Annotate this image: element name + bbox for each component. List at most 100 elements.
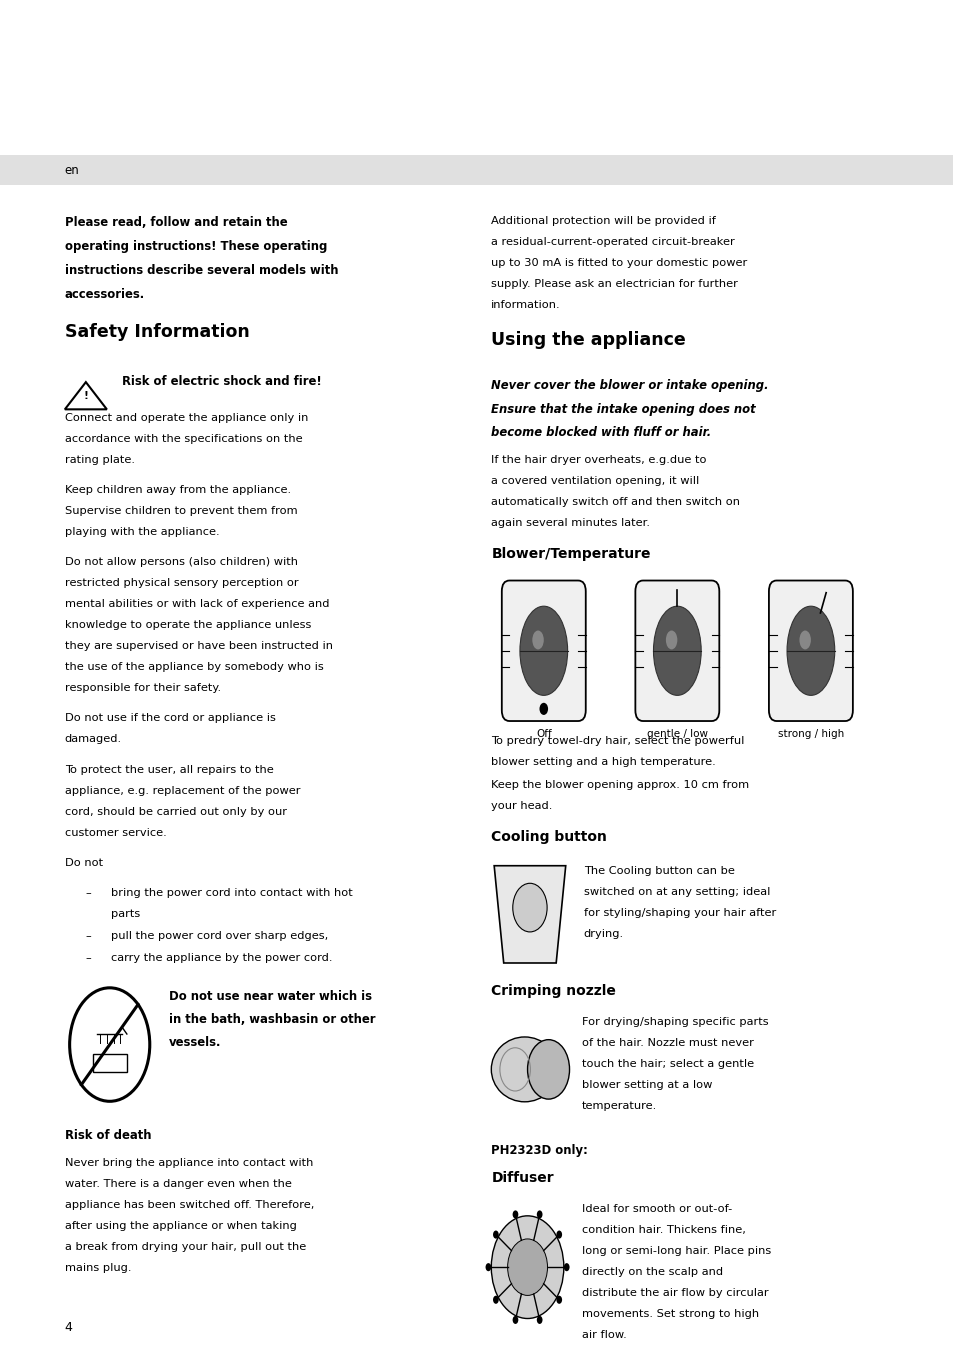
Text: The Cooling button can be: The Cooling button can be bbox=[583, 866, 734, 875]
Text: Crimping nozzle: Crimping nozzle bbox=[491, 984, 616, 998]
Text: Diffuser: Diffuser bbox=[491, 1171, 554, 1185]
Text: instructions describe several models with: instructions describe several models wit… bbox=[65, 265, 338, 277]
Circle shape bbox=[493, 1231, 498, 1239]
Circle shape bbox=[537, 1210, 542, 1219]
Text: temperature.: temperature. bbox=[581, 1101, 657, 1112]
Text: !: ! bbox=[83, 390, 89, 401]
Text: blower setting and a high temperature.: blower setting and a high temperature. bbox=[491, 757, 716, 767]
Text: a break from drying your hair, pull out the: a break from drying your hair, pull out … bbox=[65, 1242, 306, 1251]
Ellipse shape bbox=[491, 1038, 558, 1102]
Text: Keep the blower opening approx. 10 cm from: Keep the blower opening approx. 10 cm fr… bbox=[491, 780, 749, 790]
Text: carry the appliance by the power cord.: carry the appliance by the power cord. bbox=[111, 954, 332, 963]
Circle shape bbox=[485, 1263, 491, 1271]
Text: in the bath, washbasin or other: in the bath, washbasin or other bbox=[169, 1013, 375, 1025]
Text: Do not: Do not bbox=[65, 858, 103, 867]
Text: parts: parts bbox=[111, 909, 140, 919]
Text: Using the appliance: Using the appliance bbox=[491, 331, 685, 350]
Text: For drying/shaping specific parts: For drying/shaping specific parts bbox=[581, 1017, 768, 1028]
Text: 4: 4 bbox=[65, 1321, 72, 1335]
Text: strong / high: strong / high bbox=[777, 730, 843, 739]
Circle shape bbox=[512, 1316, 517, 1324]
Text: automatically switch off and then switch on: automatically switch off and then switch… bbox=[491, 497, 740, 507]
Circle shape bbox=[491, 1216, 563, 1319]
Text: restricted physical sensory perception or: restricted physical sensory perception o… bbox=[65, 578, 298, 589]
Text: Do not use near water which is: Do not use near water which is bbox=[169, 990, 372, 1002]
Ellipse shape bbox=[786, 607, 834, 696]
Circle shape bbox=[556, 1231, 561, 1239]
Text: To predry towel-dry hair, select the powerful: To predry towel-dry hair, select the pow… bbox=[491, 736, 744, 746]
Text: Please read, follow and retain the: Please read, follow and retain the bbox=[65, 216, 287, 230]
Circle shape bbox=[563, 1263, 569, 1271]
Text: Safety Information: Safety Information bbox=[65, 323, 250, 340]
Text: customer service.: customer service. bbox=[65, 828, 167, 838]
Text: knowledge to operate the appliance unless: knowledge to operate the appliance unles… bbox=[65, 620, 311, 631]
Text: appliance has been switched off. Therefore,: appliance has been switched off. Therefo… bbox=[65, 1200, 314, 1209]
Text: after using the appliance or when taking: after using the appliance or when taking bbox=[65, 1221, 296, 1231]
Text: If the hair dryer overheats, e.g.due to: If the hair dryer overheats, e.g.due to bbox=[491, 455, 706, 465]
Text: cord, should be carried out only by our: cord, should be carried out only by our bbox=[65, 807, 287, 817]
Text: again several minutes later.: again several minutes later. bbox=[491, 517, 650, 528]
Bar bbox=[0, 155, 953, 185]
Text: a covered ventilation opening, it will: a covered ventilation opening, it will bbox=[491, 476, 699, 486]
Text: To protect the user, all repairs to the: To protect the user, all repairs to the bbox=[65, 765, 274, 775]
Ellipse shape bbox=[799, 631, 810, 650]
Text: appliance, e.g. replacement of the power: appliance, e.g. replacement of the power bbox=[65, 786, 300, 796]
Text: Do not allow persons (also children) with: Do not allow persons (also children) wit… bbox=[65, 558, 297, 567]
Text: distribute the air flow by circular: distribute the air flow by circular bbox=[581, 1288, 768, 1298]
Circle shape bbox=[507, 1239, 547, 1296]
Text: bring the power cord into contact with hot: bring the power cord into contact with h… bbox=[111, 889, 352, 898]
Text: responsible for their safety.: responsible for their safety. bbox=[65, 684, 221, 693]
Text: Never bring the appliance into contact with: Never bring the appliance into contact w… bbox=[65, 1158, 313, 1167]
FancyBboxPatch shape bbox=[635, 581, 719, 721]
Text: Additional protection will be provided if: Additional protection will be provided i… bbox=[491, 216, 716, 226]
Text: PH2323D only:: PH2323D only: bbox=[491, 1144, 587, 1156]
Text: Connect and operate the appliance only in: Connect and operate the appliance only i… bbox=[65, 413, 308, 423]
Text: Never cover the blower or intake opening.: Never cover the blower or intake opening… bbox=[491, 380, 768, 393]
Text: mental abilities or with lack of experience and: mental abilities or with lack of experie… bbox=[65, 600, 329, 609]
Text: blower setting at a low: blower setting at a low bbox=[581, 1081, 712, 1090]
Text: information.: information. bbox=[491, 300, 560, 309]
Text: accessories.: accessories. bbox=[65, 288, 145, 301]
Polygon shape bbox=[494, 866, 565, 963]
Text: the use of the appliance by somebody who is: the use of the appliance by somebody who… bbox=[65, 662, 323, 673]
Circle shape bbox=[537, 1316, 542, 1324]
Text: Ensure that the intake opening does not: Ensure that the intake opening does not bbox=[491, 403, 755, 416]
FancyBboxPatch shape bbox=[501, 581, 585, 721]
Text: long or semi-long hair. Place pins: long or semi-long hair. Place pins bbox=[581, 1246, 770, 1256]
Text: movements. Set strong to high: movements. Set strong to high bbox=[581, 1309, 759, 1319]
Text: playing with the appliance.: playing with the appliance. bbox=[65, 527, 219, 538]
Text: Risk of death: Risk of death bbox=[65, 1128, 152, 1142]
Text: your head.: your head. bbox=[491, 801, 552, 811]
Ellipse shape bbox=[532, 631, 543, 650]
Text: –: – bbox=[86, 931, 91, 942]
Text: they are supervised or have been instructed in: they are supervised or have been instruc… bbox=[65, 642, 333, 651]
Text: vessels.: vessels. bbox=[169, 1036, 221, 1048]
Text: air flow.: air flow. bbox=[581, 1329, 626, 1340]
FancyBboxPatch shape bbox=[768, 581, 852, 721]
Text: a residual-current-operated circuit-breaker: a residual-current-operated circuit-brea… bbox=[491, 238, 735, 247]
Text: drying.: drying. bbox=[583, 928, 623, 939]
Text: directly on the scalp and: directly on the scalp and bbox=[581, 1267, 722, 1277]
Text: rating plate.: rating plate. bbox=[65, 455, 134, 465]
Text: Risk of electric shock and fire!: Risk of electric shock and fire! bbox=[122, 376, 321, 388]
Text: Off: Off bbox=[536, 730, 551, 739]
Text: accordance with the specifications on the: accordance with the specifications on th… bbox=[65, 434, 302, 444]
Text: of the hair. Nozzle must never: of the hair. Nozzle must never bbox=[581, 1039, 753, 1048]
Text: for styling/shaping your hair after: for styling/shaping your hair after bbox=[583, 908, 776, 917]
Text: –: – bbox=[86, 954, 91, 963]
Circle shape bbox=[512, 884, 546, 932]
Text: Ideal for smooth or out-of-: Ideal for smooth or out-of- bbox=[581, 1204, 731, 1215]
Text: Cooling button: Cooling button bbox=[491, 830, 606, 844]
Text: Blower/Temperature: Blower/Temperature bbox=[491, 547, 650, 561]
Circle shape bbox=[556, 1296, 561, 1304]
Text: en: en bbox=[65, 163, 79, 177]
Text: condition hair. Thickens fine,: condition hair. Thickens fine, bbox=[581, 1225, 745, 1235]
Text: mains plug.: mains plug. bbox=[65, 1263, 132, 1273]
Text: pull the power cord over sharp edges,: pull the power cord over sharp edges, bbox=[111, 931, 328, 942]
Text: damaged.: damaged. bbox=[65, 735, 122, 744]
Text: operating instructions! These operating: operating instructions! These operating bbox=[65, 240, 327, 253]
Text: touch the hair; select a gentle: touch the hair; select a gentle bbox=[581, 1059, 753, 1070]
Text: Supervise children to prevent them from: Supervise children to prevent them from bbox=[65, 507, 297, 516]
Text: Keep children away from the appliance.: Keep children away from the appliance. bbox=[65, 485, 291, 496]
Ellipse shape bbox=[665, 631, 677, 650]
